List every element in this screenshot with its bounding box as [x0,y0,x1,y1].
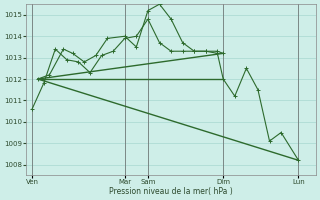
X-axis label: Pression niveau de la mer( hPa ): Pression niveau de la mer( hPa ) [109,187,233,196]
